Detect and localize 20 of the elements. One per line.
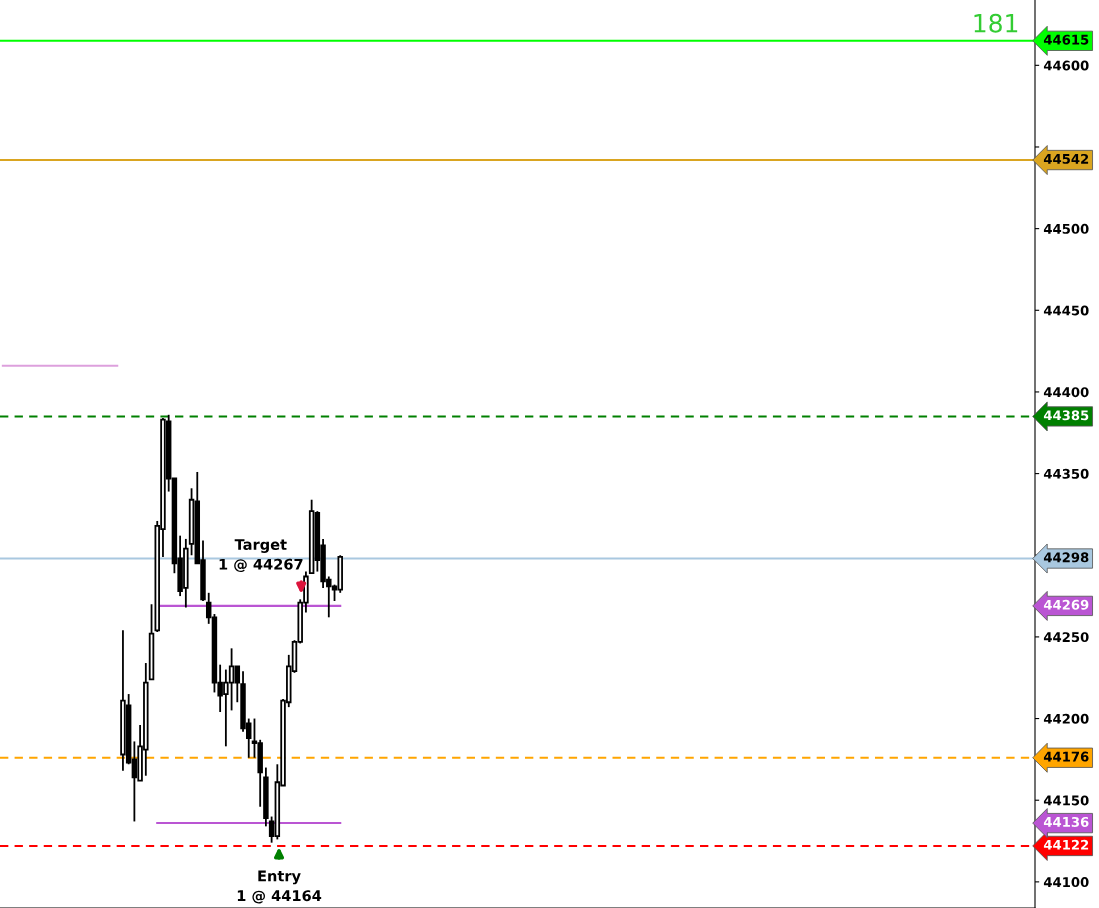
- y-tick-label: 44150: [1043, 795, 1089, 806]
- y-tick-label: 44400: [1043, 387, 1089, 398]
- text: 44269: [1043, 599, 1089, 610]
- ref-line-label: 44122: [1043, 839, 1089, 850]
- ref-line-label: 44385: [1043, 410, 1089, 421]
- y-tick-label: 44450: [1043, 305, 1089, 316]
- y-tick-label: 44200: [1043, 713, 1089, 724]
- annotation: 181: [974, 13, 1018, 33]
- y-tick-label: 44350: [1043, 468, 1089, 479]
- y-tick-label: 44100: [1043, 877, 1089, 888]
- y-tick-label: 44500: [1043, 223, 1089, 234]
- ref-line-label: 44176: [1043, 751, 1089, 762]
- annotation: Target 1 @ 44267: [219, 539, 303, 573]
- y-tick-label: 44600: [1043, 60, 1089, 71]
- annotation: Entry 1 @ 44164: [237, 870, 322, 904]
- ref-line-label: 44615: [1043, 34, 1089, 45]
- ref-line-label: 44542: [1043, 153, 1089, 164]
- text: 44136: [1043, 816, 1089, 827]
- ref-line-label: 44298: [1043, 552, 1089, 563]
- y-tick-label: 44250: [1043, 632, 1089, 643]
